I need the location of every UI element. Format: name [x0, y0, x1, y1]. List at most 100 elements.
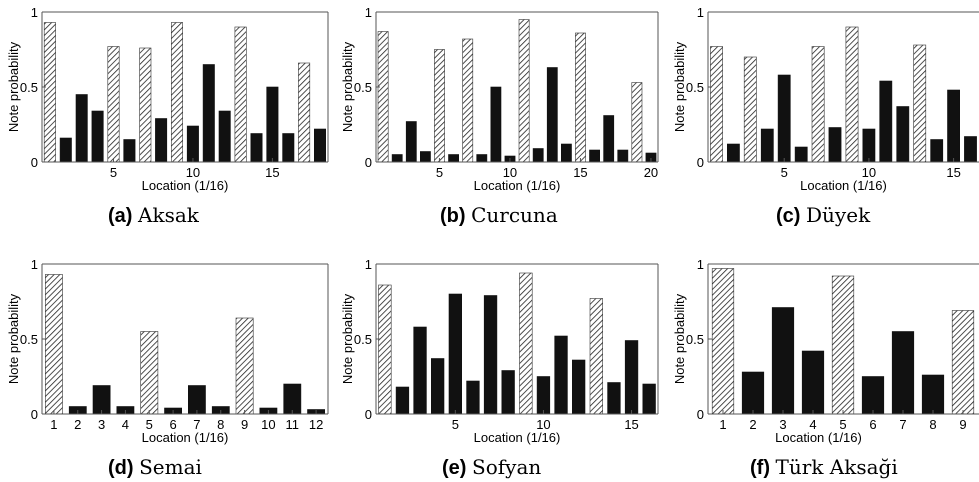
y-axis-title: Note probability — [672, 293, 687, 384]
bar-10 — [862, 128, 876, 163]
bar-5 — [434, 49, 445, 163]
bars — [378, 272, 656, 415]
y-tick-label: 0.5 — [354, 332, 372, 347]
caption-d: (d) Semai — [108, 455, 202, 480]
bar-11 — [283, 383, 302, 415]
bar-19 — [631, 82, 643, 163]
y-tick-label: 1 — [31, 257, 38, 272]
caption-c: (c) Düyek — [776, 203, 870, 228]
y-tick-label: 0.5 — [20, 80, 38, 95]
bar-5 — [448, 293, 462, 415]
y-tick-label: 0 — [31, 407, 38, 422]
bar-11 — [554, 335, 568, 415]
bar-16 — [282, 133, 295, 163]
x-tick-label: 15 — [265, 165, 279, 180]
bar-4 — [801, 350, 825, 414]
x-tick-label: 2 — [749, 417, 756, 432]
x-tick-label: 11 — [286, 417, 300, 432]
bar-3 — [75, 94, 88, 163]
y-tick-label: 0.5 — [686, 80, 704, 95]
caption-name: Curcuna — [471, 203, 558, 227]
y-tick-label: 1 — [365, 257, 372, 272]
x-tick-label: 6 — [869, 417, 876, 432]
x-tick-label: 5 — [436, 165, 443, 180]
bar-8 — [828, 127, 842, 163]
bar-1 — [44, 274, 63, 415]
bar-5 — [140, 331, 159, 415]
x-tick-label: 12 — [309, 417, 323, 432]
bar-9 — [490, 86, 502, 163]
caption-name: Sofyan — [472, 455, 542, 479]
caption-label: (e) — [442, 457, 467, 479]
y-tick-label: 0 — [31, 155, 38, 170]
caption-name: Türk Aksaği — [775, 455, 898, 479]
x-axis-title: Location (1/16) — [775, 430, 862, 445]
x-tick-label: 3 — [98, 417, 105, 432]
bar-4 — [760, 128, 774, 163]
x-tick-label: 10 — [536, 417, 550, 432]
bar-13 — [234, 26, 247, 163]
bars — [711, 268, 975, 414]
x-tick-label: 3 — [779, 417, 786, 432]
bar-14 — [607, 382, 621, 415]
bar-8 — [476, 154, 488, 163]
x-tick-label: 5 — [839, 417, 846, 432]
bar-9 — [171, 22, 184, 163]
bar-16 — [642, 383, 656, 415]
x-tick-label: 4 — [809, 417, 816, 432]
y-tick-label: 0.5 — [354, 80, 372, 95]
x-tick-label: 5 — [110, 165, 117, 180]
bar-5 — [777, 74, 791, 163]
y-tick-label: 0.5 — [20, 332, 38, 347]
bar-7 — [811, 46, 825, 163]
bars — [43, 22, 326, 163]
x-tick-label: 9 — [241, 417, 248, 432]
bar-3 — [771, 307, 795, 414]
bar-18 — [313, 128, 326, 163]
bar-7 — [462, 38, 474, 163]
caption-label: (b) — [440, 205, 466, 227]
x-axis-title: Location (1/16) — [474, 430, 561, 445]
x-tick-label: 15 — [624, 417, 638, 432]
x-tick-label: 10 — [862, 165, 876, 180]
x-tick-label: 5 — [146, 417, 153, 432]
caption-f: (f) Türk Aksaği — [750, 455, 898, 480]
y-tick-label: 0 — [365, 407, 372, 422]
x-tick-label: 10 — [186, 165, 200, 180]
bar-9 — [235, 317, 254, 415]
x-tick-label: 5 — [781, 165, 788, 180]
caption-name: Düyek — [806, 203, 871, 227]
bar-6 — [448, 154, 459, 163]
x-tick-label: 10 — [261, 417, 275, 432]
x-axis-title: Location (1/16) — [142, 178, 229, 193]
bar-2 — [741, 371, 765, 414]
x-tick-label: 4 — [122, 417, 129, 432]
x-tick-label: 7 — [899, 417, 906, 432]
bar-13 — [589, 298, 603, 415]
bar-15 — [575, 32, 586, 163]
y-tick-label: 0 — [697, 407, 704, 422]
bar-15 — [624, 340, 639, 415]
caption-b: (b) Curcuna — [440, 203, 558, 228]
y-tick-label: 0.5 — [686, 332, 704, 347]
x-axis-title: Location (1/16) — [800, 178, 887, 193]
x-tick-label: 8 — [929, 417, 936, 432]
bar-10 — [536, 376, 551, 415]
bar-6 — [466, 380, 480, 415]
x-tick-label: 1 — [719, 417, 726, 432]
bar-11 — [202, 64, 215, 163]
caption-label: (d) — [108, 457, 134, 479]
bar-7 — [139, 47, 152, 163]
bar-4 — [91, 110, 104, 163]
y-tick-label: 1 — [365, 5, 372, 20]
bar-6 — [794, 146, 808, 163]
bar-9 — [951, 310, 975, 414]
bar-15 — [266, 86, 279, 163]
bar-12 — [532, 148, 544, 163]
bar-1 — [377, 31, 389, 163]
bar-12 — [896, 106, 910, 163]
